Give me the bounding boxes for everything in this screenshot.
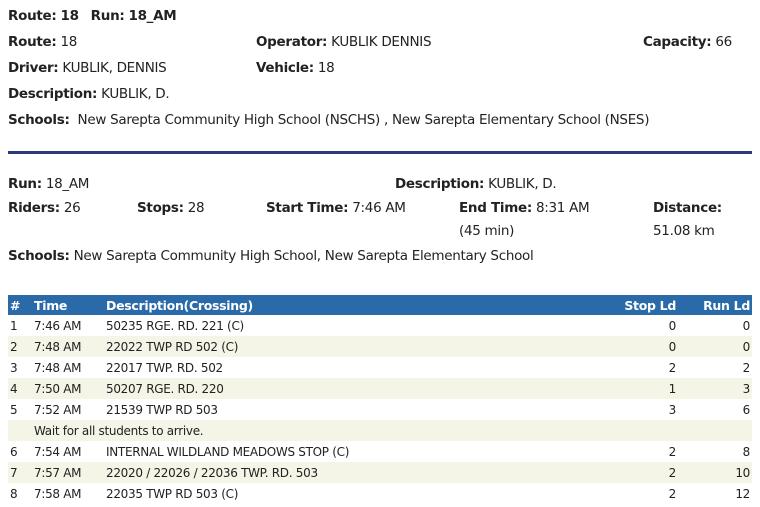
table-row: 2 7:48 AM 22022 TWP RD 502 (C) 0 0: [8, 336, 752, 357]
stop-number: 2: [8, 336, 32, 357]
stop-description: INTERNAL WILDLAND MEADOWS STOP (C): [106, 444, 350, 459]
stop-load: 1: [594, 378, 678, 399]
stop-load: 0: [668, 318, 677, 333]
route-field: Route: 18: [8, 34, 78, 50]
col-run-load: Run Ld: [678, 295, 752, 315]
stop-number: 7: [8, 462, 32, 483]
stop-load: 2: [668, 444, 677, 459]
stop-load: 2: [668, 360, 677, 375]
vehicle-field: Vehicle: 18: [256, 60, 335, 76]
divider: [8, 151, 752, 154]
stop-time: 7:50 AM: [32, 378, 104, 399]
stops-table: # Time Description(Crossing) Stop Ld Run…: [8, 295, 752, 504]
stop-number: 4: [8, 378, 32, 399]
riders-field: Riders: 26: [8, 200, 81, 216]
run-load: 0: [742, 318, 751, 333]
stop-load: 0: [594, 336, 678, 357]
operator-field: Operator: KUBLIK DENNIS: [256, 34, 432, 50]
table-row: 5 7:52 AM 21539 TWP RD 503 3 6: [8, 399, 752, 420]
table-row: 8 7:58 AM 22035 TWP RD 503 (C) 2 12: [8, 483, 752, 504]
stop-description: 22017 TWP. RD. 502: [106, 360, 223, 375]
stop-time: 7:48 AM: [34, 360, 82, 375]
stop-number: 3: [10, 360, 18, 375]
table-note-row: Wait for all students to arrive.: [8, 420, 752, 441]
distance-field: Distance: 51.08 km: [653, 200, 722, 239]
run-load: 6: [742, 402, 751, 417]
stop-note: Wait for all students to arrive.: [32, 420, 752, 441]
stop-description: 22022 TWP RD 502 (C): [104, 336, 594, 357]
run-field: Run: 18_AM: [8, 176, 90, 192]
col-time: Time: [32, 295, 104, 315]
stops-field: Stops: 28: [137, 200, 205, 216]
capacity-field: Capacity: 66: [643, 34, 732, 50]
stop-time: 7:58 AM: [34, 486, 82, 501]
run-load: 8: [742, 444, 751, 459]
run-load: 12: [735, 486, 750, 501]
stop-number: 8: [10, 486, 18, 501]
table-row: 4 7:50 AM 50207 RGE. RD. 220 1 3: [8, 378, 752, 399]
col-number: #: [8, 295, 32, 315]
stop-time: 7:48 AM: [32, 336, 104, 357]
stop-time: 7:52 AM: [34, 402, 82, 417]
stop-load: 2: [668, 486, 677, 501]
table-row: 7 7:57 AM 22020 / 22026 / 22036 TWP. RD. 5…: [8, 462, 752, 483]
run-load: 0: [678, 336, 752, 357]
stop-number: 1: [10, 318, 18, 333]
stop-description: 22020 / 22026 / 22036 TWP. RD. 503: [104, 462, 594, 483]
description-field: Description: KUBLIK, D.: [8, 86, 170, 102]
run-load: 10: [678, 462, 752, 483]
run-description-field: Description: KUBLIK, D.: [395, 176, 557, 192]
stop-description: 21539 TWP RD 503: [106, 402, 218, 417]
col-stop-load: Stop Ld: [594, 295, 678, 315]
table-row: 1 7:46 AM 50235 RGE. RD. 221 (C) 0 0: [8, 315, 752, 336]
run-schools-field: Schools: New Sarepta Community High Scho…: [8, 248, 534, 264]
stop-description: 50235 RGE. RD. 221 (C): [106, 318, 244, 333]
run-load: 3: [678, 378, 752, 399]
table-row: 3 7:48 AM 22017 TWP. RD. 502 2 2: [8, 357, 752, 378]
stop-number: 5: [10, 402, 18, 417]
stop-number: 6: [10, 444, 18, 459]
page-title: Route: 18 Run: 18_AM: [8, 8, 177, 24]
stop-time: 7:57 AM: [32, 462, 104, 483]
stop-time: 7:46 AM: [34, 318, 82, 333]
col-description: Description(Crossing): [104, 295, 594, 315]
start-time-field: Start Time: 7:46 AM: [266, 200, 406, 216]
stop-time: 7:54 AM: [34, 444, 82, 459]
schools-field: Schools: New Sarepta Community High Scho…: [8, 112, 650, 128]
stop-description: 22035 TWP RD 503 (C): [106, 486, 239, 501]
run-load: 2: [742, 360, 751, 375]
end-time-field: End Time: 8:31 AM (45 min): [459, 200, 590, 239]
driver-field: Driver: KUBLIK, DENNIS: [8, 60, 167, 76]
stop-load: 3: [668, 402, 677, 417]
table-row: 6 7:54 AM INTERNAL WILDLAND MEADOWS STOP (…: [8, 441, 752, 462]
stop-load: 2: [594, 462, 678, 483]
stop-description: 50207 RGE. RD. 220: [104, 378, 594, 399]
